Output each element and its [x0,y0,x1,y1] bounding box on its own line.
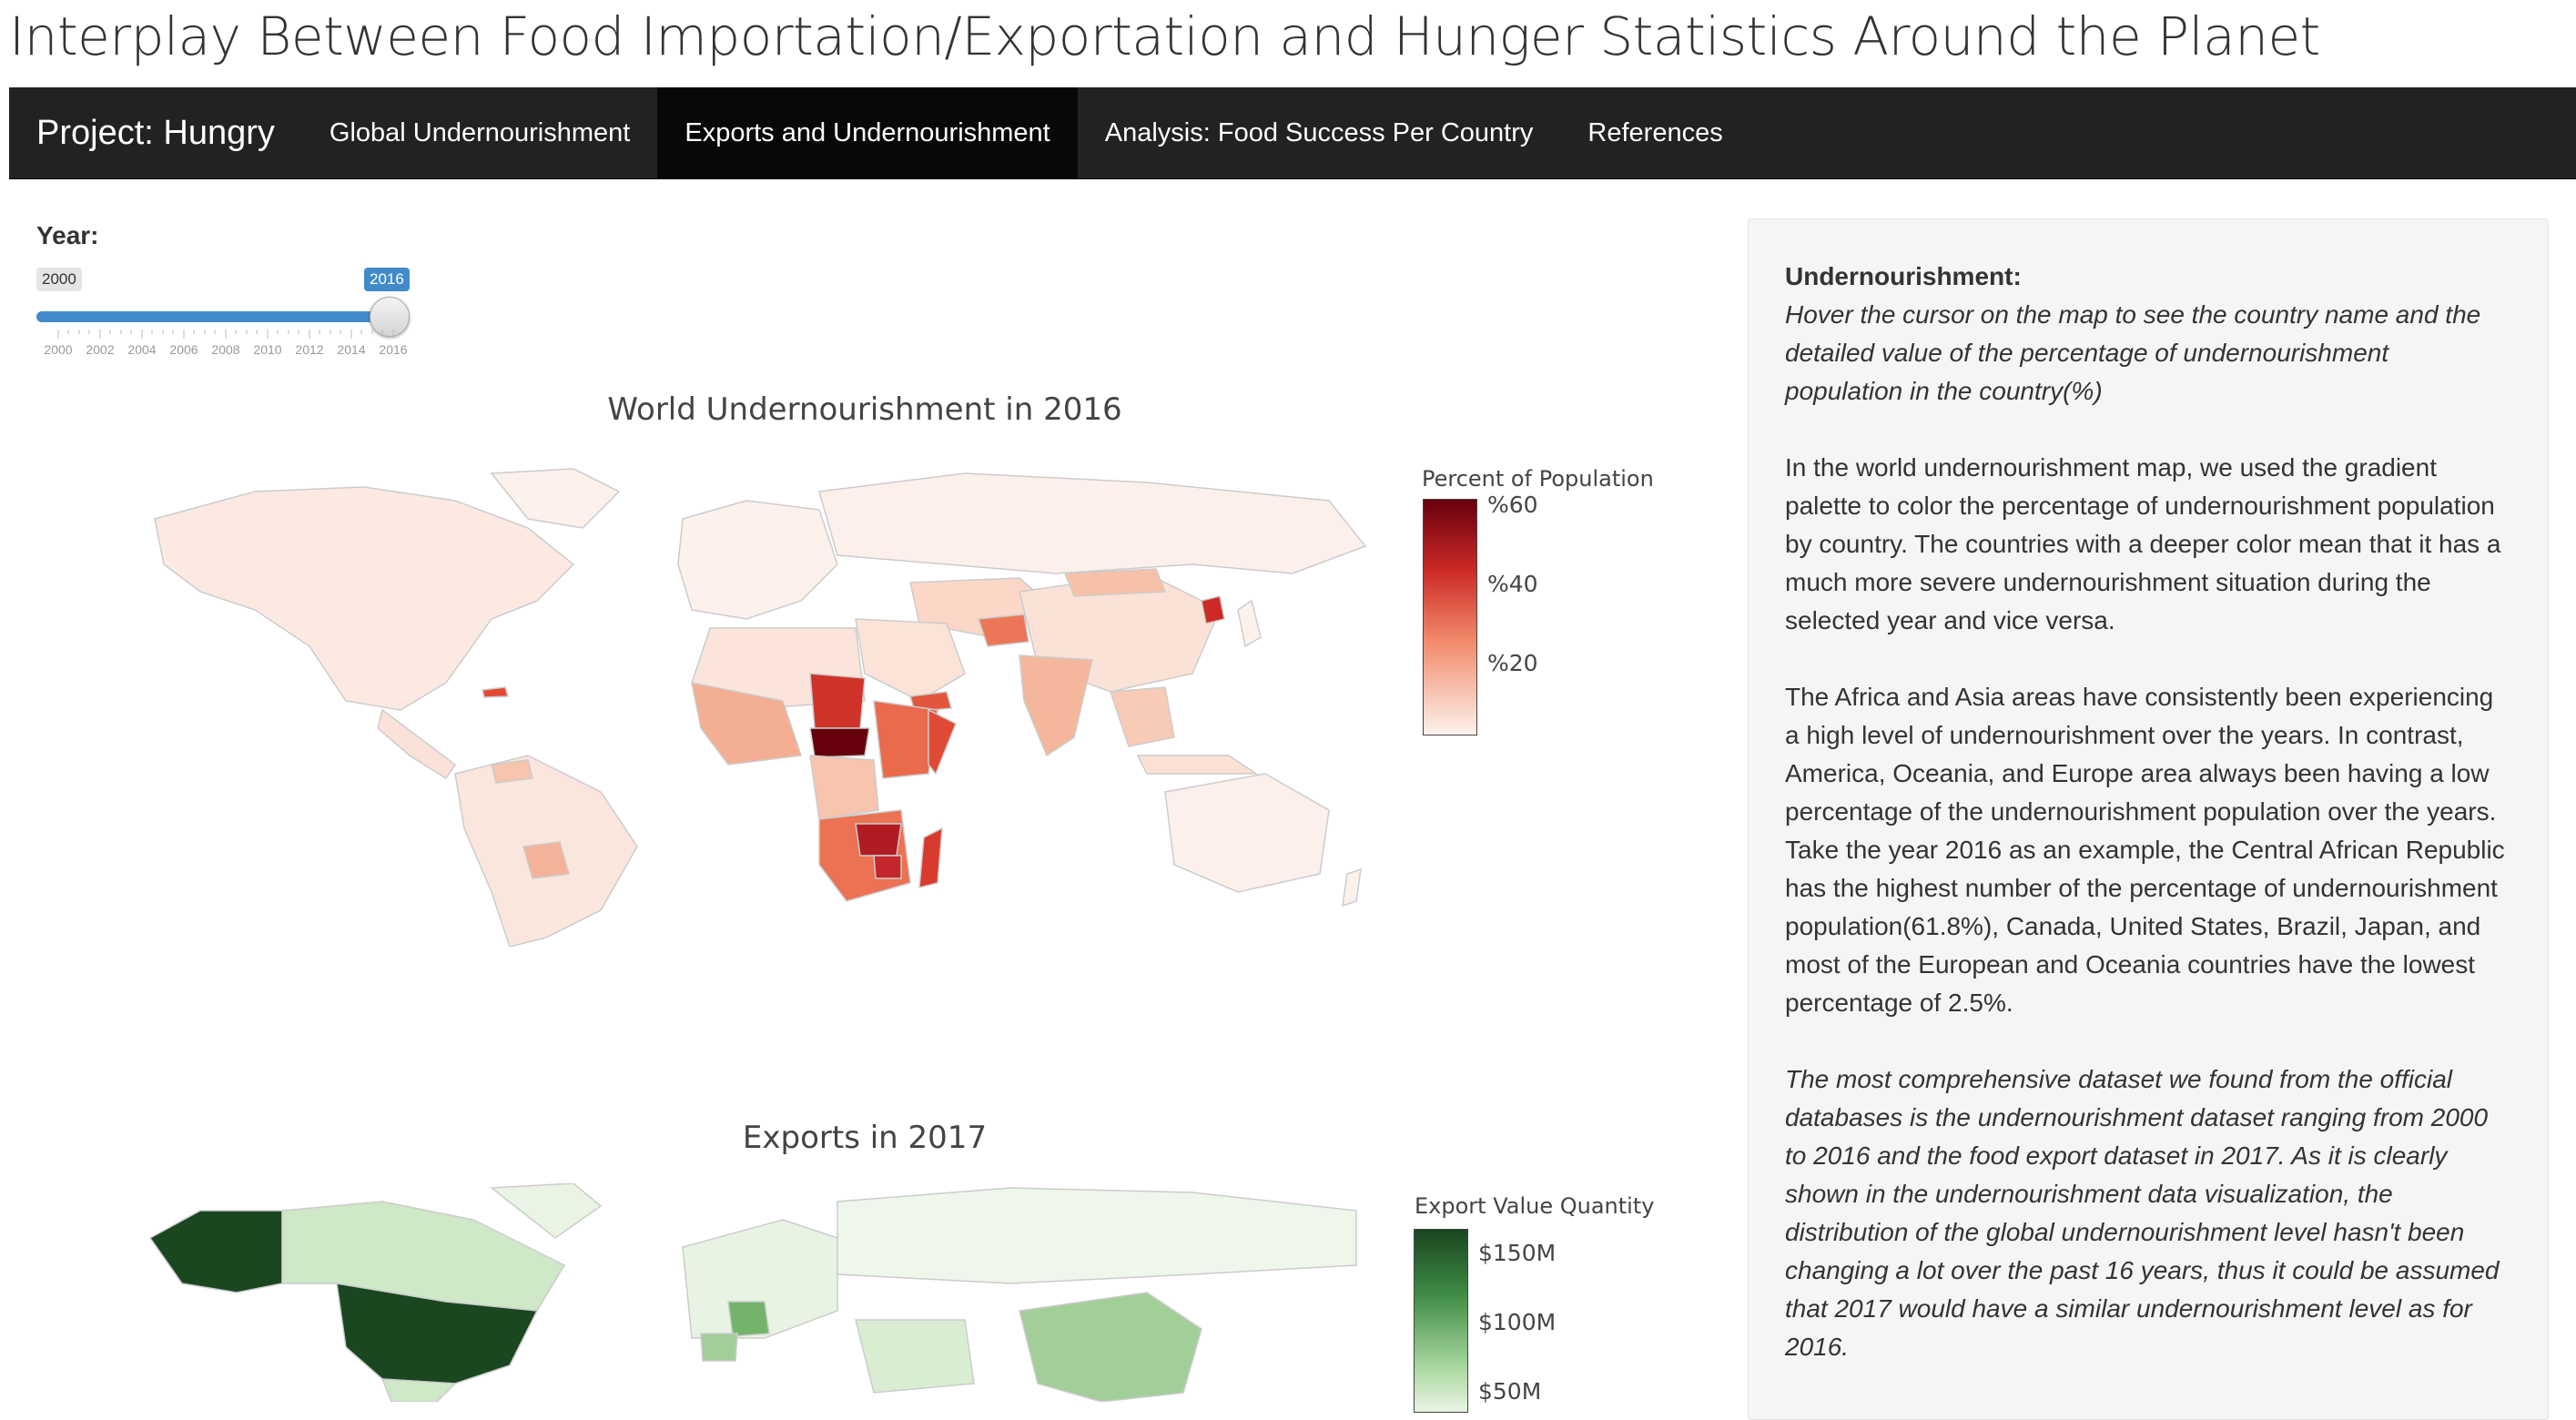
panel-paragraph-dataset: The most comprehensive dataset we found … [1785,1065,2500,1361]
tab-analysis-food-success[interactable]: Analysis: Food Success Per Country [1104,117,1534,147]
legend-tick-40: %40 [1487,571,1538,597]
undernourishment-map[interactable] [146,464,1384,947]
exports-legend-bar [1414,1229,1468,1413]
country-zimbabwe [873,855,902,879]
panel-paragraph-regions: The Africa and Asia areas have consisten… [1785,683,2505,1017]
legend-tick-50m: $50M [1478,1378,1542,1405]
country-mongolia [1063,568,1167,597]
country-australia [1164,773,1330,893]
country-se-asia [1109,686,1175,747]
country-chad [809,673,866,729]
panel-paragraph-gradient: In the world undernourishment map, we us… [1785,453,2501,634]
country-madagascar [918,827,943,888]
country-north-america [154,486,575,711]
tick-2006: 2006 [169,342,198,357]
tick-2004: 2004 [127,342,157,357]
tick-2010: 2010 [253,342,282,357]
country-zambia [855,823,902,857]
country-somalia [928,708,957,776]
country-spain [700,1333,738,1362]
panel-hover-hint: Hover the cursor on the map to see the c… [1785,300,2481,405]
tick-2016: 2016 [379,342,408,357]
slider-value-label: 2016 [364,268,410,291]
slider-track[interactable] [36,311,391,322]
tick-2002: 2002 [86,342,115,357]
country-canada [281,1201,566,1312]
page-title: Interplay Between Food Importation/Expor… [9,5,2320,67]
country-greenland [490,468,621,529]
undernourishment-legend-bar [1423,499,1477,735]
undernourishment-legend-title: Percent of Population [1422,466,1654,492]
country-russia [837,1187,1357,1284]
country-venezuela [491,759,533,784]
country-west-africa [691,682,803,766]
slider-ticks [57,330,394,339]
navbar-brand[interactable]: Project: Hungry [36,113,275,152]
country-caribbean [482,686,509,698]
exports-map-title: Exports in 2017 [742,1120,988,1156]
tick-2014: 2014 [337,342,366,357]
navbar: Project: Hungry Global Undernourishment … [9,87,2576,179]
country-middle-east [855,618,966,702]
country-europe [682,1219,838,1339]
year-slider[interactable]: 2000 2016 2000 2002 2004 2006 2008 [36,264,419,373]
legend-tick-150m: $150M [1478,1240,1557,1266]
country-united-states [336,1283,539,1384]
slider-min-label: 2000 [36,268,82,291]
slider-handle[interactable] [370,297,410,337]
country-east-africa [873,700,938,779]
year-label: Year: [36,221,99,249]
country-india [1019,654,1093,757]
country-congo [809,755,879,820]
panel-heading: Undernourishment: [1785,262,2022,290]
country-indonesia [1136,755,1259,775]
undernourishment-map-title: World Undernourishment in 2016 [607,391,1122,428]
country-bolivia [522,841,570,879]
country-france [727,1301,770,1337]
tab-exports-and-undernourishment[interactable]: Exports and Undernourishment [657,87,1078,178]
legend-tick-60: %60 [1487,492,1538,518]
country-mexico [380,1378,457,1402]
info-panel: Undernourishment: Hover the cursor on th… [1748,218,2549,1420]
country-middle-east [855,1319,975,1394]
country-russia [818,472,1367,574]
legend-tick-100m: $100M [1478,1309,1557,1335]
legend-tick-20: %20 [1487,650,1538,676]
tick-2008: 2008 [211,342,240,357]
tab-global-undernourishment[interactable]: Global Undernourishment [329,117,631,147]
country-new-zealand [1342,867,1362,908]
exports-map[interactable] [146,1183,1384,1402]
tick-2000: 2000 [44,342,73,357]
country-greenland [489,1183,603,1239]
tab-references[interactable]: References [1587,117,1723,147]
country-japan [1237,599,1262,648]
exports-legend-title: Export Value Quantity [1415,1193,1655,1219]
slider-tick-labels: 2000 2002 2004 2006 2008 2010 2012 2014 … [36,330,419,366]
country-alaska [148,1210,283,1293]
country-afghanistan [977,614,1029,647]
country-central-america [377,708,457,780]
country-central-african-republic [809,727,870,758]
country-europe [677,500,838,620]
country-north-korea [1201,595,1225,624]
tick-2012: 2012 [295,342,324,357]
country-china [1019,1292,1202,1402]
